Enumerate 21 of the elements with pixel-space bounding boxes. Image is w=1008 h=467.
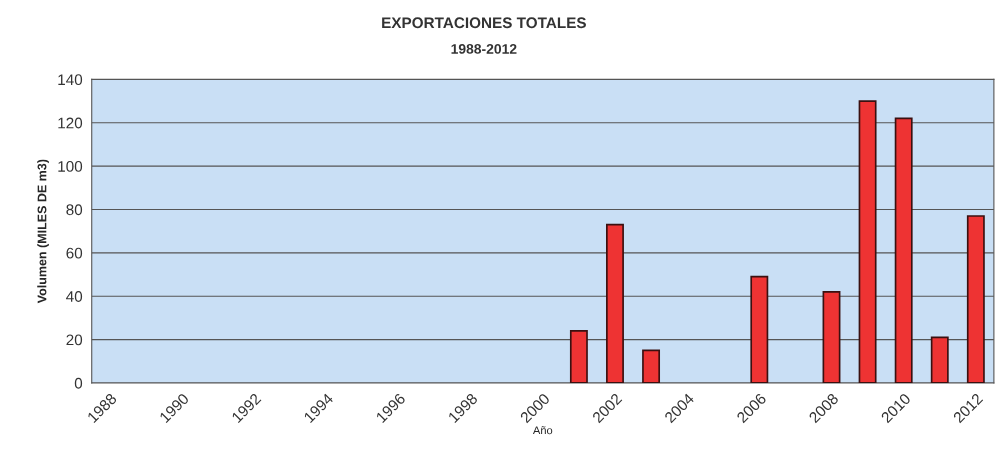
y-axis-title: Volumen (MILES DE m3) [37,159,49,304]
bar [642,349,661,383]
chart-title: EXPORTACIONES TOTALES [382,17,586,29]
bar [894,117,913,383]
y-tick-label: 60 [66,247,83,259]
bar [858,100,877,383]
y-tick-label: 100 [58,160,83,172]
bar [750,275,769,383]
bar [966,215,985,383]
y-tick-label: 80 [66,204,83,216]
y-tick-label: 40 [66,291,83,302]
chart-subtitle: 1988-2012 [451,44,517,54]
y-tick-label: 120 [58,117,83,129]
bar [606,223,624,383]
y-tick-label: 140 [58,74,83,86]
bar [930,336,949,383]
bar [822,291,841,383]
y-tick-label: 20 [66,334,83,346]
x-axis-title: Año [532,426,553,435]
y-tick-label: 0 [74,377,83,389]
bar [569,330,588,383]
